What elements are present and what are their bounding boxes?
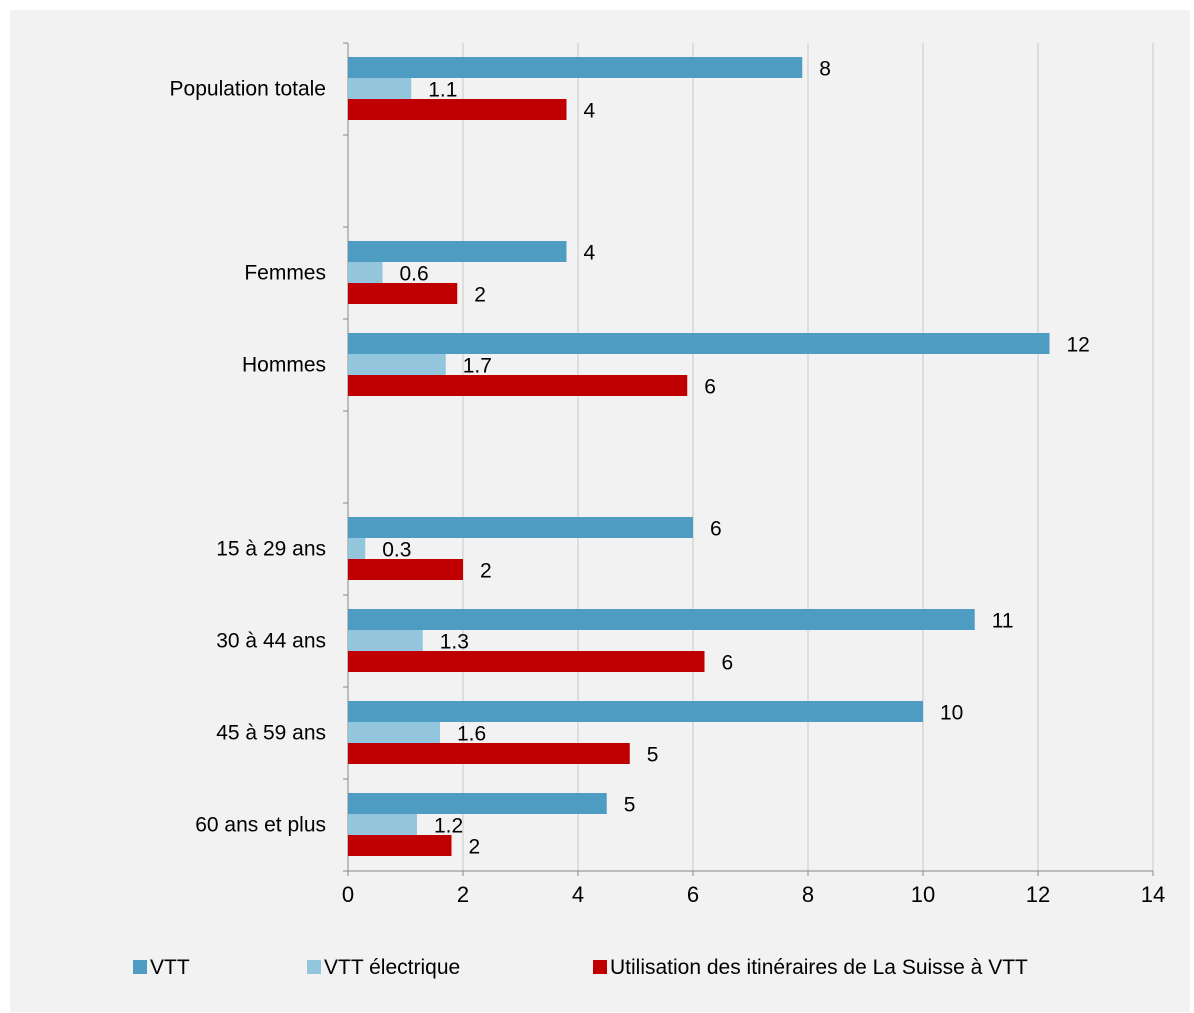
value-label: 1.7 [463,355,492,378]
value-label: 4 [584,100,596,123]
bar [348,262,383,283]
bar [348,630,423,651]
x-tick-label: 2 [457,882,469,907]
legend-swatch [593,960,607,974]
legend-label: VTT électrique [324,956,460,979]
chart-panel: 0 2 4 6 8 10 12 14 Population totale 8 1.1 4 Femmes 4… [10,10,1190,1012]
x-tick-label: 10 [911,882,935,907]
x-tick-label: 4 [572,882,584,907]
value-label: 6 [722,652,734,675]
value-label: 0.6 [400,263,429,286]
x-tick-label: 14 [1141,882,1165,907]
bar [348,814,417,835]
value-label: 10 [940,702,963,725]
legend-swatch [307,960,321,974]
category-label: 15 à 29 ans [216,538,326,561]
bar [348,743,630,764]
bar [348,517,693,538]
category-label: Femmes [244,262,326,285]
value-label: 1.3 [440,631,469,654]
value-label: 6 [704,376,716,399]
x-tick-label: 0 [342,882,354,907]
bar [348,375,688,396]
bar [348,354,446,375]
category-label: 45 à 59 ans [216,722,326,745]
bar [348,793,607,814]
value-label: 6 [710,518,722,541]
x-tick-label: 8 [802,882,814,907]
value-label: 2 [480,560,492,583]
bar-chart: 0 2 4 6 8 10 12 14 Population totale 8 1.1 4 Femmes 4… [133,42,1165,979]
value-label: 1.2 [434,815,463,838]
legend-label: Utilisation des itinéraires de La Suisse… [610,956,1028,979]
x-tick-label: 6 [687,882,699,907]
bar [348,609,975,630]
value-label: 2 [474,284,486,307]
legend-label: VTT [150,956,190,979]
bar [348,559,463,580]
value-label: 2 [469,836,481,859]
value-label: 4 [584,242,596,265]
bar [348,78,412,99]
value-label: 12 [1067,334,1090,357]
bar [348,57,803,78]
bar [348,333,1050,354]
value-label: 5 [624,794,636,817]
bar [348,99,567,120]
bar [348,241,567,262]
value-label: 8 [819,58,831,81]
category-label: Population totale [170,78,326,101]
category-label: 60 ans et plus [195,814,326,837]
category-label: Hommes [242,354,326,377]
legend-swatch [133,960,147,974]
bar [348,651,705,672]
value-label: 11 [992,610,1014,633]
category-label: 30 à 44 ans [216,630,326,653]
bar [348,538,366,559]
value-label: 0.3 [382,539,411,562]
bar [348,835,452,856]
bar [348,283,458,304]
x-tick-label: 12 [1026,882,1050,907]
value-label: 5 [647,744,659,767]
bar [348,701,923,722]
bar [348,722,440,743]
value-label: 1.1 [428,79,457,102]
value-label: 1.6 [457,723,486,746]
